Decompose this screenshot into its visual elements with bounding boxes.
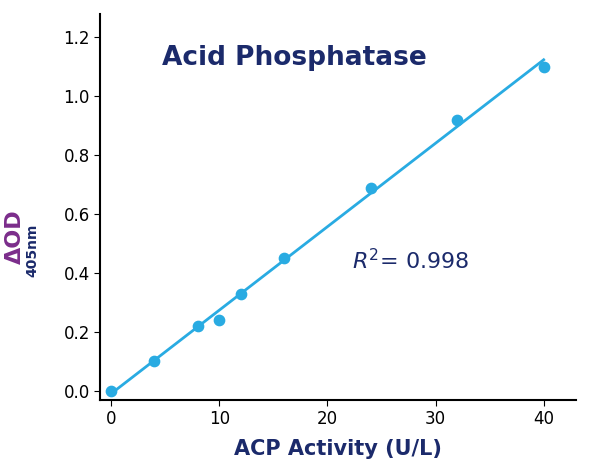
Point <box>366 184 375 192</box>
Text: $R^2$= 0.998: $R^2$= 0.998 <box>352 248 470 273</box>
Point <box>539 63 548 70</box>
Point <box>236 290 245 298</box>
Text: Acid Phosphatase: Acid Phosphatase <box>162 45 427 71</box>
Point <box>215 316 224 324</box>
Text: 405nm: 405nm <box>25 224 40 277</box>
Point <box>150 358 159 365</box>
Text: ΔOD: ΔOD <box>5 209 25 264</box>
X-axis label: ACP Activity (U/L): ACP Activity (U/L) <box>234 439 442 459</box>
Point <box>106 387 116 394</box>
Point <box>280 254 289 262</box>
Point <box>193 322 202 330</box>
Point <box>453 116 462 123</box>
